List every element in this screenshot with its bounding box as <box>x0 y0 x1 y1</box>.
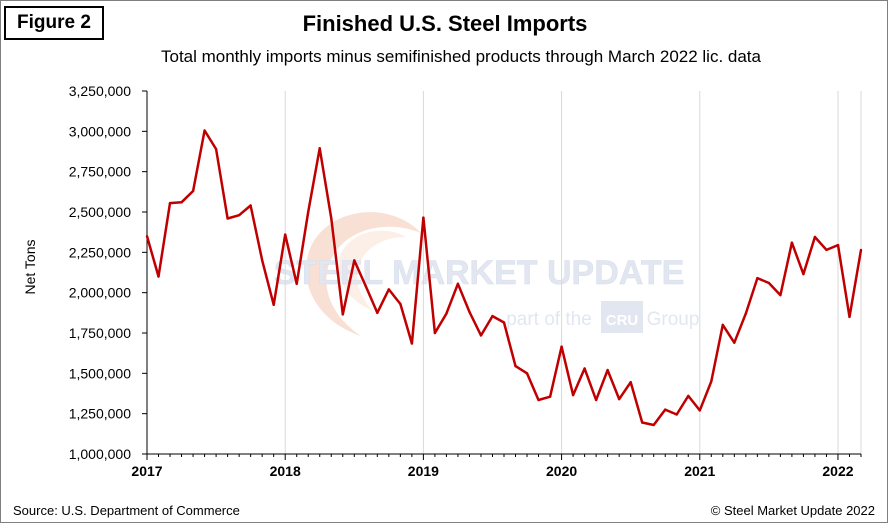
data-point <box>698 409 701 412</box>
data-point <box>525 372 529 375</box>
y-tick-label: 2,250,000 <box>69 244 131 260</box>
data-point <box>422 216 425 219</box>
data-point <box>560 345 563 348</box>
data-point <box>410 342 414 345</box>
data-point <box>168 201 172 205</box>
data-point <box>710 380 713 383</box>
watermark-tagline-prefix: part of the <box>506 309 592 330</box>
data-point <box>180 201 183 204</box>
watermark-group-logo: CRU <box>606 312 639 329</box>
y-tick-label: 1,750,000 <box>69 325 131 341</box>
data-point <box>376 311 379 315</box>
data-point <box>272 303 275 306</box>
data-point <box>617 397 621 401</box>
watermark-brand: STEEL MARKET UPDATE <box>274 254 685 292</box>
data-point <box>594 398 598 402</box>
data-point <box>502 321 506 324</box>
data-point <box>214 147 218 151</box>
data-point <box>606 368 609 372</box>
y-tick-label: 3,250,000 <box>69 83 131 99</box>
data-point <box>399 302 402 306</box>
data-point <box>825 248 828 252</box>
data-point <box>295 282 298 285</box>
data-point <box>330 217 333 220</box>
cru-logo-box <box>601 301 643 333</box>
data-point <box>790 241 794 244</box>
data-point <box>249 204 252 207</box>
y-axis-ticks: 1,000,000 1,250,000 1,500,000 1,750,000 2,00… <box>69 83 147 462</box>
data-point <box>433 331 437 335</box>
data-point <box>479 334 483 337</box>
figure-label: Figure 2 <box>4 6 104 40</box>
data-point <box>836 243 840 247</box>
data-point <box>353 259 356 262</box>
data-point <box>733 341 736 344</box>
data-point <box>203 129 206 132</box>
gridlines <box>284 91 862 454</box>
data-point <box>537 398 540 402</box>
data-point <box>779 293 782 297</box>
data-point <box>744 312 748 315</box>
data-point <box>237 214 241 217</box>
x-tick-label: 2020 <box>546 463 577 479</box>
watermark-logo: STEEL MARKET UPDATE part of the CRU Grou… <box>273 212 700 336</box>
y-tick-label: 3,000,000 <box>69 123 131 139</box>
chart-title: Finished U.S. Steel Imports <box>302 11 588 36</box>
data-point <box>721 323 725 327</box>
y-tick-label: 2,500,000 <box>69 204 131 220</box>
data-point <box>548 395 552 398</box>
data-point <box>456 282 460 285</box>
data-point <box>652 423 655 427</box>
data-point <box>191 189 195 193</box>
data-point <box>387 288 391 291</box>
data-point <box>260 259 264 262</box>
data-point <box>514 364 517 368</box>
x-tick-label: 2019 <box>408 463 439 479</box>
data-point <box>226 217 229 220</box>
watermark-swoosh-icon-inner <box>338 230 406 311</box>
y-tick-label: 1,250,000 <box>69 406 131 422</box>
copyright-note: © Steel Market Update 2022 <box>710 503 875 518</box>
x-tick-label: 2018 <box>270 463 301 479</box>
data-point <box>802 272 805 276</box>
data-point <box>491 314 494 318</box>
data-point <box>813 235 817 239</box>
data-point <box>307 210 310 214</box>
data-point <box>157 275 160 278</box>
data-point <box>145 235 149 238</box>
x-axis-ticks: 2017 2018 2019 2020 2021 2022 <box>131 454 862 479</box>
y-tick-label: 1,000,000 <box>69 446 131 462</box>
data-point <box>848 315 851 319</box>
data-point <box>640 421 644 424</box>
data-point <box>583 367 586 370</box>
data-point <box>675 413 678 416</box>
data-point <box>629 381 632 384</box>
x-tick-label: 2022 <box>822 463 853 479</box>
data-point <box>283 233 287 236</box>
data-point <box>664 408 667 411</box>
watermark-tagline-suffix: Group <box>647 309 700 330</box>
data-point <box>341 313 344 316</box>
data-point <box>571 393 575 397</box>
series-group <box>145 129 863 427</box>
y-axis-label: Net Tons <box>22 240 38 295</box>
data-point <box>756 276 759 280</box>
source-note: Source: U.S. Department of Commerce <box>13 503 240 518</box>
y-tick-label: 2,000,000 <box>69 285 131 301</box>
data-point <box>468 310 471 314</box>
data-point <box>767 281 771 285</box>
x-tick-label: 2021 <box>684 463 715 479</box>
data-point <box>687 394 690 398</box>
data-point <box>318 147 321 150</box>
x-tick-label: 2017 <box>131 463 162 479</box>
data-point <box>364 285 368 288</box>
data-point <box>859 248 863 252</box>
chart-subtitle: Total monthly imports minus semifinished… <box>160 47 761 66</box>
y-tick-label: 2,750,000 <box>69 164 131 180</box>
y-tick-label: 1,500,000 <box>69 365 131 381</box>
data-point <box>445 312 448 315</box>
